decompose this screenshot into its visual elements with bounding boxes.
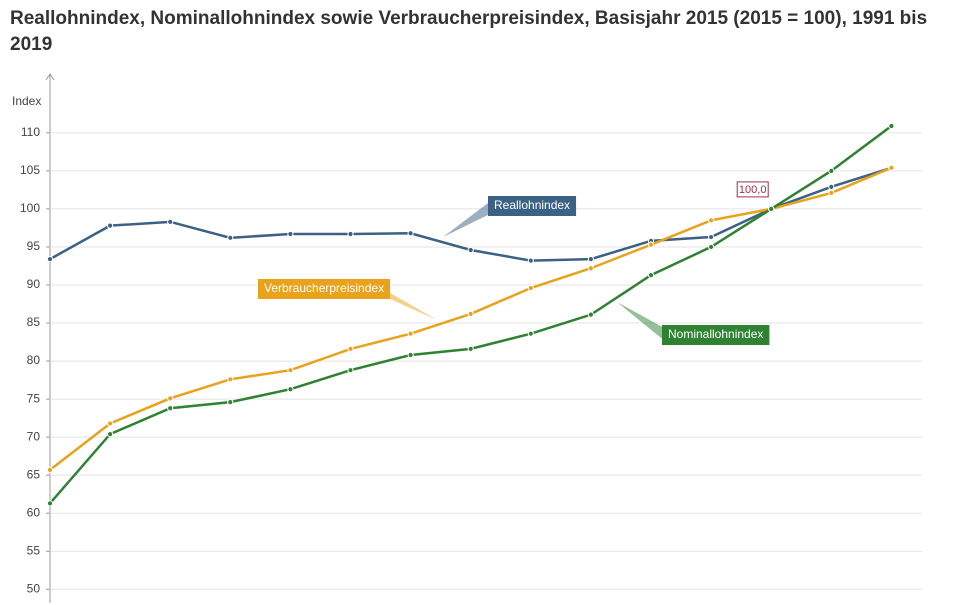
data-point	[587, 265, 595, 272]
legend-label: Verbraucherpreisindex	[264, 281, 384, 295]
label-box	[662, 325, 770, 345]
label-pointer	[443, 200, 492, 237]
data-point	[527, 284, 534, 292]
data-point	[467, 345, 474, 352]
y-tick-label: 60	[27, 505, 41, 519]
series-label: Verbraucherpreisindex	[258, 279, 437, 320]
label-box	[488, 196, 577, 216]
y-tick-label: 110	[21, 125, 40, 139]
data-point	[587, 311, 595, 318]
y-tick-label: 70	[27, 429, 41, 443]
y-tick-label: 105	[20, 163, 40, 177]
data-point	[828, 183, 835, 190]
label-box	[258, 279, 391, 299]
data-point	[287, 367, 294, 374]
series-label: Nominallohnindex	[617, 302, 770, 345]
data-point	[167, 218, 174, 225]
y-axis-label: Index	[12, 94, 41, 108]
value-label-box	[736, 181, 769, 198]
data-point	[167, 405, 174, 412]
data-point	[107, 431, 114, 438]
value-label: 100,0	[739, 184, 767, 196]
data-point	[167, 395, 174, 402]
data-point	[467, 310, 474, 317]
legend-label: Nominallohnindex	[668, 327, 763, 341]
data-point	[347, 367, 354, 374]
data-point	[227, 376, 234, 383]
data-point	[287, 230, 294, 238]
series-label: Reallohnindex	[443, 196, 577, 237]
y-tick-label: 100	[20, 201, 40, 215]
data-point	[888, 122, 895, 130]
data-point	[407, 230, 414, 237]
data-point	[828, 189, 835, 197]
data-point	[46, 256, 54, 263]
data-point	[347, 345, 354, 352]
data-point	[107, 222, 114, 229]
y-tick-label: 85	[27, 315, 41, 329]
data-point	[587, 256, 595, 263]
y-tick-label: 80	[27, 353, 41, 367]
y-tick-label: 55	[27, 543, 41, 557]
y-tick-label: 90	[27, 277, 41, 291]
legend-label: Reallohnindex	[494, 198, 570, 212]
y-tick-label: 75	[27, 391, 41, 405]
data-point	[227, 234, 234, 241]
data-point	[647, 271, 655, 279]
data-point	[467, 246, 474, 254]
data-point	[227, 399, 234, 406]
chart-title: Reallohnindex, Nominallohnindex sowie Ve…	[10, 8, 928, 55]
data-point	[527, 330, 534, 337]
data-point	[708, 233, 715, 241]
data-point	[407, 351, 414, 359]
value-label-group: 100,0	[736, 181, 769, 198]
label-pointer	[617, 302, 666, 342]
y-tick-label: 65	[27, 467, 41, 481]
data-point	[347, 230, 354, 238]
data-point	[407, 330, 414, 337]
data-point	[708, 217, 715, 224]
data-point	[828, 167, 835, 174]
data-point	[287, 386, 294, 393]
data-point	[647, 241, 655, 248]
y-tick-label: 50	[27, 581, 41, 595]
data-point	[527, 257, 534, 264]
data-point	[46, 466, 54, 473]
data-point	[888, 164, 895, 171]
axis-arrow	[45, 73, 55, 81]
data-point	[768, 205, 775, 213]
y-tick-label: 95	[27, 239, 41, 253]
data-point	[46, 500, 54, 507]
data-point	[708, 243, 715, 251]
data-point	[107, 420, 114, 427]
